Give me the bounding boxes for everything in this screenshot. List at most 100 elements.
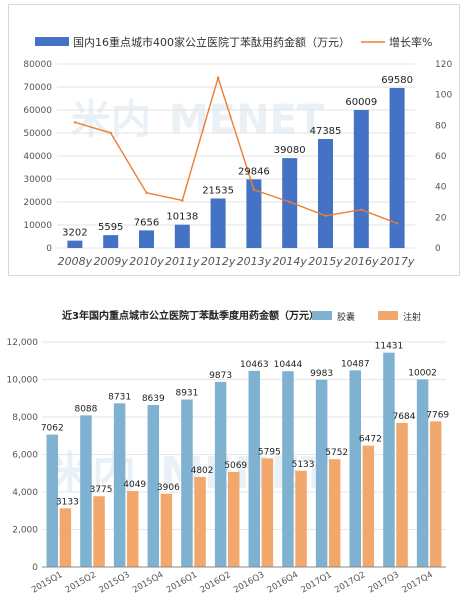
- legend-swatch-capsule: [312, 311, 332, 320]
- watermark-2: MENET: [169, 97, 325, 143]
- x-tick-label: 2012y: [201, 255, 236, 268]
- data-label-capsule: 8931: [175, 389, 198, 399]
- growth-rate-point: [145, 191, 148, 194]
- legend-label-bar: 国内16重点城市400家公立医院丁苯酞用药金额（万元）: [73, 35, 350, 49]
- legend-swatch-bar: [35, 37, 69, 46]
- x-tick-label: 2017Q4: [400, 570, 434, 595]
- bar-injection: [59, 508, 72, 567]
- bar-capsule: [113, 403, 126, 567]
- y-tick-label: 2,000: [12, 526, 38, 536]
- bar-injection: [328, 459, 341, 567]
- y-tick-label: 4,000: [12, 488, 38, 498]
- bar-capsule: [80, 415, 92, 567]
- bar-injection: [396, 422, 408, 567]
- watermark-1: 米内: [71, 97, 151, 143]
- data-label-injection: 4049: [123, 480, 146, 490]
- bar: [139, 230, 154, 248]
- data-label-injection: 5069: [224, 461, 247, 471]
- y-tick-label: 12,000: [7, 338, 39, 348]
- y-tick-label-right: 80: [435, 121, 447, 131]
- data-label-capsule: 8639: [142, 394, 165, 404]
- data-label-injection: 6472: [359, 435, 382, 445]
- growth-rate-point: [324, 214, 327, 217]
- legend-swatch-injection: [378, 311, 398, 320]
- x-tick-label: 2016Q1: [165, 570, 199, 595]
- legend-label-injection: 注射: [403, 311, 421, 323]
- x-tick-label: 2016Q4: [266, 570, 300, 595]
- y-tick-label-right: 0: [435, 244, 441, 254]
- legend-label-capsule: 胶囊: [337, 311, 355, 323]
- chart-2-panel: 米内 MENET 近3年国内重点城市公立医院丁苯酞季度用药金额（万元） 胶囊 注…: [0, 298, 466, 595]
- y-tick-label-left: 10000: [23, 221, 52, 231]
- y-tick-label-right: 40: [435, 183, 447, 193]
- growth-rate-line: [74, 75, 398, 225]
- data-label: 39080: [274, 145, 306, 156]
- chart-1-panel: 米内 MENET 3202 5595 7656 10138 21535 29846 3908…: [8, 4, 460, 276]
- y-tick-label-left: 30000: [23, 175, 52, 185]
- bar-injection: [429, 421, 442, 567]
- bar-capsule: [416, 379, 429, 567]
- y-tick-label-left: 0: [46, 244, 52, 254]
- x-tick-label: 2017Q2: [333, 570, 367, 595]
- bar-capsule: [248, 370, 261, 567]
- bar-capsule: [46, 434, 59, 567]
- growth-rate-point: [73, 121, 77, 124]
- x-tick-label: 2011y: [165, 255, 200, 268]
- x-tick-label: 2015y: [308, 255, 343, 268]
- x-tick-label: 2015Q2: [64, 570, 98, 595]
- bar-capsule: [315, 379, 328, 567]
- data-label-capsule: 10463: [240, 360, 269, 370]
- data-label: 60009: [345, 97, 377, 108]
- bar-injection: [160, 493, 173, 567]
- bar: [318, 139, 333, 248]
- y-tick-label-left: 50000: [23, 129, 52, 139]
- growth-rate-point: [181, 199, 184, 202]
- data-label-capsule: 9983: [310, 369, 333, 379]
- y-tick-label-left: 80000: [23, 60, 52, 70]
- data-label: 21535: [202, 185, 234, 196]
- growth-rate-point: [360, 208, 363, 211]
- y-tick-label-right: 60: [435, 152, 447, 162]
- data-label-capsule: 7062: [41, 424, 64, 434]
- growth-rate-point: [395, 222, 399, 225]
- data-label: 10138: [166, 212, 198, 223]
- data-label-injection: 3906: [157, 483, 180, 493]
- data-label: 47385: [310, 126, 342, 137]
- chart-2-title: 近3年国内重点城市公立医院丁苯酞季度用药金额（万元）: [62, 309, 319, 322]
- data-label: 3202: [62, 228, 87, 239]
- bar: [246, 179, 262, 248]
- growth-rate-point: [252, 188, 256, 191]
- bar-capsule: [147, 405, 160, 567]
- x-tick-label: 2009y: [93, 255, 128, 268]
- data-label-injection: 3133: [56, 497, 79, 507]
- x-tick-label: 2010y: [129, 255, 164, 268]
- data-label: 29846: [238, 166, 270, 177]
- y-tick-label-right: 20: [435, 213, 447, 223]
- bar-capsule: [383, 352, 395, 567]
- x-tick-label: 2016y: [344, 255, 379, 268]
- bar-injection: [295, 470, 307, 567]
- data-label-injection: 3775: [90, 485, 113, 495]
- y-tick-label: 10,000: [7, 376, 39, 386]
- chart-2-svg: 米内 MENET 近3年国内重点城市公立医院丁苯酞季度用药金额（万元） 胶囊 注…: [7, 309, 450, 595]
- data-label-injection: 5795: [258, 447, 281, 457]
- growth-rate-point: [216, 76, 220, 80]
- x-tick-label: 2015Q1: [30, 570, 64, 595]
- data-label-injection: 7769: [426, 410, 449, 420]
- bar-injection: [194, 476, 206, 567]
- chart-1-svg: 米内 MENET 3202 5595 7656 10138 21535 29846 3908…: [23, 35, 452, 268]
- x-tick-label: 2015Q4: [131, 570, 165, 595]
- data-label-capsule: 10002: [408, 368, 437, 378]
- bar: [103, 235, 119, 248]
- bar: [389, 87, 405, 248]
- data-label: 69580: [381, 75, 413, 86]
- bar-injection: [93, 496, 105, 567]
- data-label-capsule: 11431: [375, 342, 404, 352]
- x-tick-label: 2013y: [237, 255, 272, 268]
- y-tick-label-left: 70000: [23, 83, 52, 93]
- x-tick-label: 2008y: [58, 255, 93, 268]
- x-tick-label: 2017Q3: [367, 570, 401, 595]
- y-tick-label-right: 100: [435, 91, 452, 101]
- data-label-capsule: 10444: [274, 360, 303, 370]
- bar-capsule: [181, 399, 193, 567]
